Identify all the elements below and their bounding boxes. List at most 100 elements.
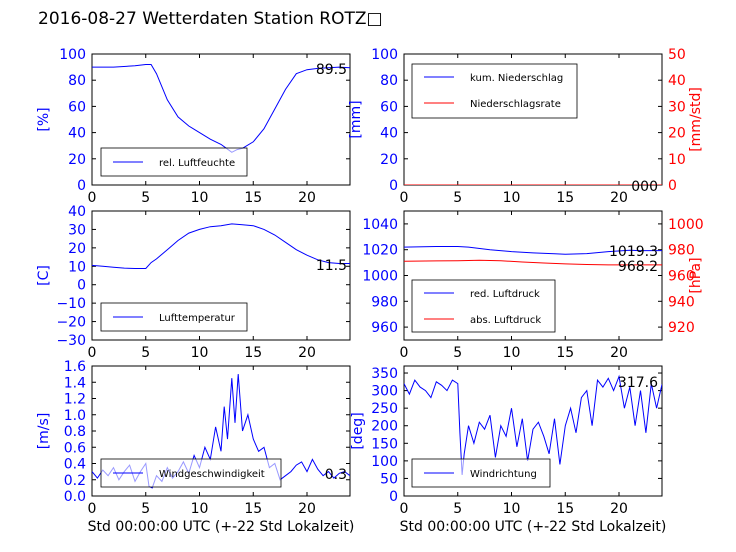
y-axis-label: [deg] bbox=[350, 412, 366, 449]
y-tick-label: 20 bbox=[68, 152, 86, 168]
y-tick-label: 0.6 bbox=[64, 440, 86, 456]
last-value-annotation: 1019.3 bbox=[609, 244, 658, 260]
x-axis-label: Std 00:00:00 UTC (+-22 Std Lokalzeit) bbox=[400, 519, 667, 535]
y-tick-label: 1000 bbox=[362, 269, 398, 285]
x-tick-label: 5 bbox=[453, 345, 462, 361]
y2-tick-label: 940 bbox=[668, 294, 695, 310]
last-value-annotation-2: 968.2 bbox=[618, 259, 658, 275]
y-tick-label: 1.4 bbox=[64, 375, 86, 391]
legend-box bbox=[411, 63, 578, 119]
y-tick-label: 0.4 bbox=[64, 457, 86, 473]
x-tick-label: 10 bbox=[191, 345, 209, 361]
legend-label: Niederschlagsrate bbox=[470, 99, 561, 110]
y-tick-label: 0.2 bbox=[64, 473, 86, 489]
x-tick-label: 5 bbox=[453, 501, 462, 517]
x-tick-label: 15 bbox=[556, 190, 574, 206]
panel-pressure: 0 5 10 15 20 960 980 1000 1020 1040 920 940 960 980 10… bbox=[362, 210, 704, 361]
y-tick-label: 80 bbox=[380, 73, 398, 89]
y-axis-label: [mm] bbox=[348, 100, 364, 138]
y2-tick-label: 1000 bbox=[668, 217, 704, 233]
x-tick-label: 20 bbox=[298, 501, 316, 517]
last-value-annotation: 000 bbox=[631, 179, 658, 195]
legend-label: Windgeschwindigkeit bbox=[159, 469, 265, 480]
y-tick-label: 20 bbox=[68, 241, 86, 257]
y-tick-label: 0 bbox=[77, 178, 86, 194]
y-tick-label: 60 bbox=[380, 99, 398, 115]
y-tick-label: 40 bbox=[68, 204, 86, 220]
x-axis-label: Std 00:00:00 UTC (+-22 Std Lokalzeit) bbox=[88, 519, 355, 535]
y2-axis-label: [hPa] bbox=[688, 257, 704, 293]
y-tick-label: 100 bbox=[59, 47, 86, 63]
x-tick-label: 0 bbox=[88, 190, 97, 206]
panel-temperature: 0 5 10 15 20 −30 −20 −10 0 10 20 30 40 [C] Lufttempera… bbox=[36, 204, 351, 361]
x-tick-label: 0 bbox=[400, 501, 409, 517]
y-tick-label: 1.6 bbox=[64, 359, 86, 375]
y-tick-label: 200 bbox=[371, 419, 398, 435]
panel-windspeed: 0 5 10 15 20 0.00.20.40.60.81.01.21.41.6 [m/s]… bbox=[36, 359, 354, 535]
y-tick-label: 30 bbox=[68, 222, 86, 238]
series-line bbox=[404, 259, 662, 266]
y-tick-label: −20 bbox=[56, 315, 86, 331]
x-tick-label: 0 bbox=[88, 345, 97, 361]
x-tick-label: 15 bbox=[556, 345, 574, 361]
x-tick-label: 15 bbox=[244, 501, 262, 517]
y2-axis-label: [mm/std] bbox=[688, 87, 704, 152]
y-tick-label: 40 bbox=[380, 126, 398, 142]
y2-tick-label: 920 bbox=[668, 320, 695, 336]
y-tick-label: 60 bbox=[68, 99, 86, 115]
y-tick-label: 980 bbox=[371, 294, 398, 310]
series-line bbox=[92, 223, 350, 269]
x-tick-label: 10 bbox=[503, 345, 521, 361]
x-tick-label: 20 bbox=[610, 345, 628, 361]
x-tick-label: 0 bbox=[88, 501, 97, 517]
y-axis-label: [%] bbox=[36, 107, 52, 131]
x-tick-label: 10 bbox=[191, 190, 209, 206]
x-tick-label: 20 bbox=[298, 190, 316, 206]
y-tick-label: 100 bbox=[371, 47, 398, 63]
y-tick-label: 40 bbox=[68, 126, 86, 142]
last-value-annotation: 0.3 bbox=[325, 467, 347, 483]
y2-tick-label: 40 bbox=[668, 73, 686, 89]
x-tick-label: 15 bbox=[556, 501, 574, 517]
legend-box bbox=[411, 279, 556, 333]
legend-label: kum. Niederschlag bbox=[470, 73, 563, 84]
chart-title: 2016-08-27 Wetterdaten Station ROTZ□ bbox=[38, 9, 383, 29]
series-line bbox=[404, 246, 662, 255]
legend-box bbox=[100, 458, 282, 488]
y2-tick-label: 50 bbox=[668, 47, 686, 63]
x-tick-label: 5 bbox=[141, 190, 150, 206]
legend-label: Lufttemperatur bbox=[159, 313, 236, 324]
y2-tick-label: 20 bbox=[668, 126, 686, 142]
panel-humidity: 0 5 10 15 20 0 20 40 60 80 100 [%] rel. Luftfeuchte 8… bbox=[36, 47, 351, 206]
y-tick-label: 1040 bbox=[362, 217, 398, 233]
x-tick-label: 15 bbox=[244, 190, 262, 206]
legend-label: red. Luftdruck bbox=[470, 289, 540, 300]
x-tick-label: 5 bbox=[141, 501, 150, 517]
y2-tick-label: 960 bbox=[668, 269, 695, 285]
y2-tick-label: 30 bbox=[668, 99, 686, 115]
x-tick-label: 10 bbox=[503, 501, 521, 517]
y-tick-label: 100 bbox=[371, 454, 398, 470]
y-tick-label: 150 bbox=[371, 436, 398, 452]
legend-label: abs. Luftdruck bbox=[470, 315, 541, 326]
last-value-annotation: 317.6 bbox=[618, 375, 658, 391]
y-tick-label: 50 bbox=[380, 471, 398, 487]
y-tick-label: 250 bbox=[371, 401, 398, 417]
x-tick-label: 20 bbox=[298, 345, 316, 361]
y-tick-label: 1.2 bbox=[64, 392, 86, 408]
y2-tick-label: 10 bbox=[668, 152, 686, 168]
y-axis-label: [m/s] bbox=[36, 413, 52, 450]
y-tick-label: 0.0 bbox=[64, 489, 86, 505]
y-tick-label: 300 bbox=[371, 384, 398, 400]
y2-tick-label: 0 bbox=[668, 178, 677, 194]
panel-precipitation: 0 5 10 15 20 0 20 40 60 80 100 0 10 20 30 40 50 [mm/std] [… bbox=[348, 47, 704, 206]
x-tick-label: 15 bbox=[244, 345, 262, 361]
y-tick-label: 0.8 bbox=[64, 424, 86, 440]
y-tick-label: 10 bbox=[68, 259, 86, 275]
y-tick-label: 0 bbox=[389, 489, 398, 505]
last-value-annotation: 89.5 bbox=[316, 62, 347, 78]
last-value-annotation: 11.5 bbox=[316, 258, 347, 274]
x-tick-label: 20 bbox=[610, 501, 628, 517]
